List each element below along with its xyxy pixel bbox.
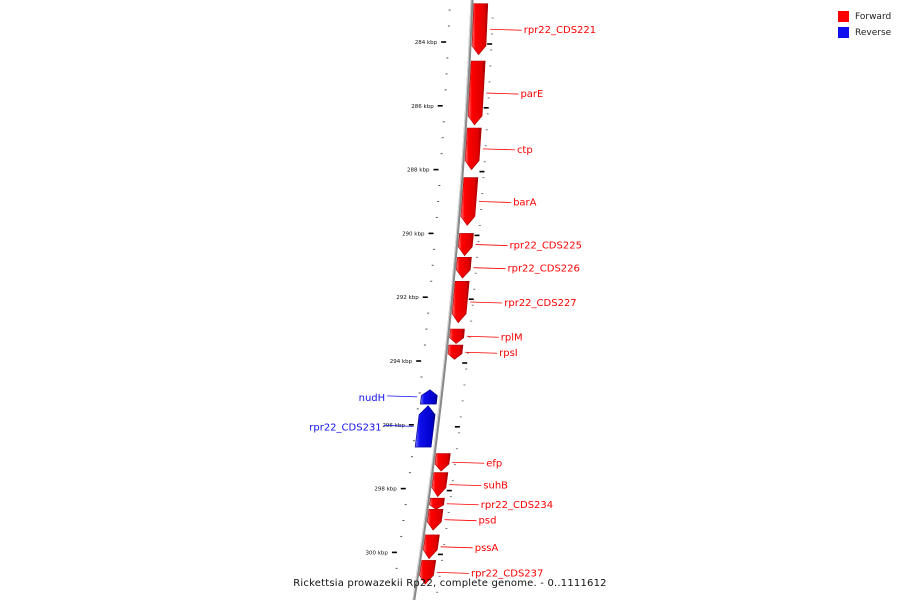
gene-block-rpr22_cds221 bbox=[471, 3, 489, 56]
gene-leader-line bbox=[387, 395, 418, 398]
gene-leader-line bbox=[479, 201, 512, 203]
tick-label: 300 kbp bbox=[365, 550, 388, 556]
gene-block-suhb bbox=[431, 472, 449, 498]
gene-block-pare bbox=[467, 60, 486, 126]
gene-leader-line bbox=[446, 503, 479, 506]
gene-block-efp bbox=[434, 453, 451, 472]
gene-block-rpr22_cds231 bbox=[414, 405, 436, 448]
gene-label-rpr22_cds225: rpr22_CDS225 bbox=[510, 241, 582, 252]
gene-label-rpr22_cds226: rpr22_CDS226 bbox=[507, 264, 579, 275]
tick-label: 288 kbp bbox=[407, 168, 430, 174]
genome-backbone-highlight bbox=[412, 0, 472, 600]
gene-label-rpr22_cds231: rpr22_CDS231 bbox=[309, 422, 381, 433]
legend-item-forward: Forward bbox=[838, 9, 891, 24]
gene-label-rpr22_cds227: rpr22_CDS227 bbox=[504, 298, 576, 309]
gene-block-bara bbox=[460, 177, 479, 226]
gene-block-rpr22_cds225 bbox=[457, 233, 474, 257]
gene-label-ctp: ctp bbox=[517, 145, 533, 156]
gene-leader-line bbox=[486, 92, 519, 95]
gene-leader-line bbox=[383, 424, 414, 427]
gene-label-rpr22_cds234: rpr22_CDS234 bbox=[481, 500, 553, 511]
gene-label-efp: efp bbox=[486, 458, 502, 469]
gene-label-pssa: pssA bbox=[475, 543, 499, 554]
gene-block-pssa bbox=[422, 534, 440, 560]
gene-label-rpr22_cds237: rpr22_CDS237 bbox=[471, 568, 543, 579]
gene-block-rpr22_cds234 bbox=[429, 497, 445, 510]
gene-block-psd bbox=[426, 508, 444, 531]
gene-label-rplm: rplM bbox=[501, 332, 523, 343]
gene-block-ctp bbox=[464, 127, 482, 171]
gene-leader-line bbox=[436, 571, 469, 574]
gene-leader-line bbox=[466, 335, 499, 338]
gene-leader-line bbox=[440, 546, 473, 549]
gene-label-psd: psd bbox=[479, 516, 497, 527]
gene-block-rpr22_cds226 bbox=[455, 256, 472, 279]
gene-leader-line bbox=[482, 148, 515, 151]
tick-label: 292 kbp bbox=[396, 295, 419, 301]
gene-leader-line bbox=[449, 484, 482, 487]
gene-block-rpsi bbox=[447, 344, 464, 360]
map-caption: Rickettsia prowazekii Rp22, complete gen… bbox=[293, 578, 607, 589]
genome-backbone bbox=[412, 0, 474, 600]
gene-leader-line bbox=[475, 244, 508, 246]
gene-leader-line bbox=[473, 267, 506, 270]
tick-label: 294 kbp bbox=[390, 359, 413, 365]
gene-label-pare: parE bbox=[520, 89, 543, 100]
gene-block-nudh bbox=[419, 389, 438, 405]
legend-swatch-forward bbox=[838, 11, 849, 22]
gene-block-rplm bbox=[449, 328, 465, 344]
gene-leader-line bbox=[489, 28, 522, 31]
tick-label: 286 kbp bbox=[411, 104, 434, 110]
legend-swatch-reverse bbox=[838, 27, 849, 38]
gene-label-bara: barA bbox=[513, 198, 537, 209]
gene-label-rpsi: rpsI bbox=[499, 348, 518, 359]
legend-item-reverse: Reverse bbox=[838, 25, 891, 40]
gene-leader-line bbox=[444, 519, 477, 522]
legend-label-forward: Forward bbox=[855, 11, 892, 22]
gene-block-rpr22_cds237 bbox=[419, 560, 437, 585]
gene-leader-line bbox=[452, 461, 485, 464]
gene-leader-line bbox=[465, 351, 498, 354]
tick-label: 298 kbp bbox=[374, 487, 397, 493]
tick-label: 284 kbp bbox=[415, 40, 438, 46]
gene-leader-line bbox=[470, 301, 503, 304]
legend: Forward Reverse bbox=[838, 9, 891, 41]
gene-label-suhb: suhB bbox=[483, 481, 508, 492]
tick-label: 290 kbp bbox=[402, 231, 425, 237]
legend-label-reverse: Reverse bbox=[855, 27, 892, 38]
gene-label-nudh: nudH bbox=[359, 393, 386, 404]
gene-block-rpr22_cds227 bbox=[451, 280, 470, 324]
gene-label-rpr22_cds221: rpr22_CDS221 bbox=[524, 25, 596, 36]
